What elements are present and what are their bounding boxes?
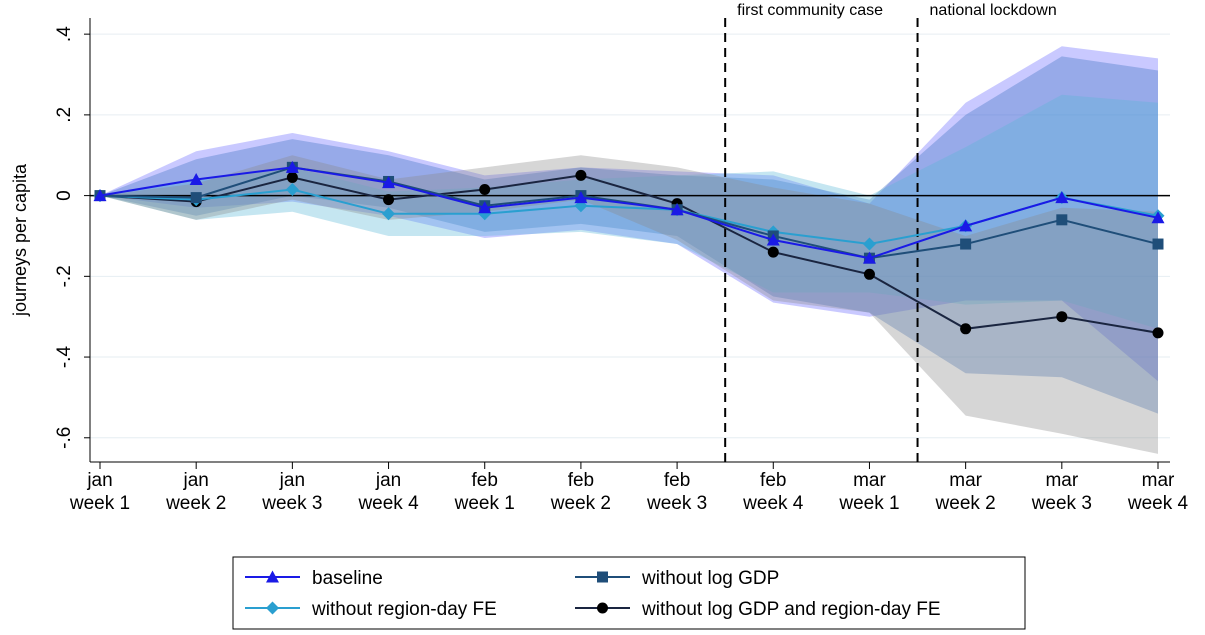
x-tick-label: feb <box>664 470 690 491</box>
y-tick-label: .4 <box>54 26 75 42</box>
annotation: national lockdown <box>930 2 1057 19</box>
x-tick-label: jan <box>279 470 305 491</box>
x-tick-label: mar <box>1045 470 1078 491</box>
x-tick-label: week 3 <box>261 493 322 514</box>
series-line <box>99 166 1159 260</box>
x-tick-label: week 2 <box>550 493 611 514</box>
y-tick-label: -.2 <box>54 265 75 287</box>
annotation: first community case <box>737 2 883 19</box>
x-tick-label: jan <box>183 470 209 491</box>
series-line <box>99 174 1159 334</box>
x-tick-label: week 3 <box>646 493 707 514</box>
legend-box <box>232 556 1026 630</box>
x-tick-label: mar <box>853 470 886 491</box>
marker <box>575 169 587 181</box>
x-tick-label: feb <box>568 470 594 491</box>
marker <box>479 184 491 196</box>
marker <box>382 207 396 221</box>
marker <box>1152 327 1164 339</box>
marker <box>863 268 875 280</box>
x-tick-label: mar <box>949 470 982 491</box>
marker <box>93 189 107 202</box>
y-tick-label: -.4 <box>54 346 75 369</box>
series-line <box>99 166 1159 260</box>
x-tick-label: week 1 <box>454 493 515 514</box>
legend-label: without region-day FE <box>311 599 497 620</box>
marker <box>285 160 299 173</box>
confidence-band <box>100 56 1158 414</box>
marker <box>1152 238 1164 250</box>
x-tick-label: week 4 <box>357 493 419 514</box>
marker <box>286 171 298 183</box>
marker <box>862 251 876 264</box>
marker <box>597 602 608 614</box>
marker <box>960 323 972 335</box>
marker <box>1056 311 1068 323</box>
marker <box>1056 214 1068 226</box>
y-tick-label: .2 <box>54 107 75 123</box>
x-tick-label: week 1 <box>69 493 130 514</box>
x-tick-label: jan <box>375 470 401 491</box>
marker <box>382 176 396 189</box>
confidence-band <box>100 46 1158 382</box>
x-tick-label: feb <box>472 470 498 491</box>
y-tick-label: 0 <box>54 190 75 201</box>
x-tick-label: week 1 <box>838 493 899 514</box>
marker <box>767 246 779 258</box>
x-tick-label: mar <box>1142 470 1175 491</box>
marker <box>266 601 279 615</box>
x-tick-label: week 4 <box>1127 493 1189 514</box>
legend-label: baseline <box>312 568 383 589</box>
marker <box>670 203 684 216</box>
marker <box>266 570 279 583</box>
marker <box>959 219 973 232</box>
y-tick-label: -.6 <box>54 427 75 449</box>
marker <box>597 571 608 583</box>
marker <box>1151 211 1165 224</box>
legend-label: without log GDP <box>641 568 779 589</box>
x-tick-label: jan <box>86 470 112 491</box>
marker <box>285 183 299 197</box>
x-tick-label: week 2 <box>165 493 226 514</box>
marker <box>960 238 972 250</box>
marker <box>190 192 202 204</box>
marker <box>766 233 780 246</box>
marker <box>478 201 492 214</box>
y-axis-label: journeys per capita <box>10 163 30 317</box>
x-tick-label: week 3 <box>1031 493 1092 514</box>
x-tick-label: feb <box>760 470 786 491</box>
marker <box>1055 191 1069 204</box>
marker <box>189 172 203 185</box>
marker <box>383 194 395 206</box>
legend-label: without log GDP and region-day FE <box>641 599 941 620</box>
marker <box>862 237 876 251</box>
confidence-band <box>100 155 1158 454</box>
marker <box>574 191 588 204</box>
x-tick-label: week 2 <box>935 493 996 514</box>
confidence-band <box>100 94 1158 329</box>
x-tick-label: week 4 <box>742 493 804 514</box>
